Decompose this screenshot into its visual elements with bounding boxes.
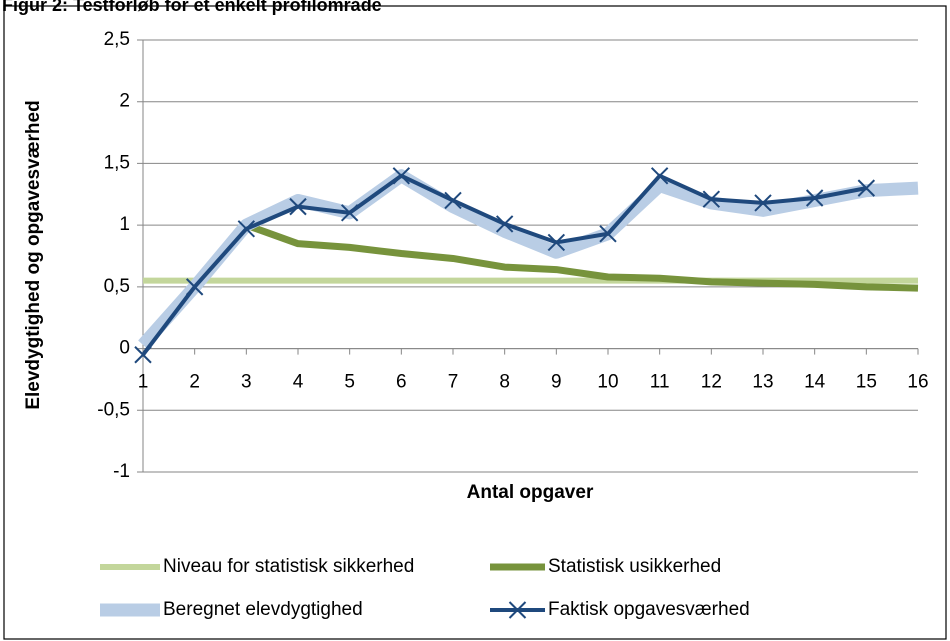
x-tick-label: 11: [650, 372, 670, 393]
legend-label: Faktisk opgavesværhed: [548, 599, 750, 620]
y-tick-label: -1: [113, 461, 130, 482]
point-marker: [547, 233, 566, 252]
legend-label: Niveau for statistisk sikkerhed: [163, 556, 414, 577]
x-tick-label: 13: [752, 372, 773, 393]
y-tick-label: 2,5: [104, 29, 130, 50]
x-tick-label: 1: [138, 372, 149, 393]
x-tick-label: 3: [241, 372, 252, 393]
chart-frame: [3, 5, 947, 640]
x-tick-label: 4: [293, 372, 304, 393]
legend-marker: [508, 601, 527, 619]
x-axis-title: Antal opgaver: [467, 482, 594, 503]
x-tick-label: 7: [448, 372, 459, 393]
point-marker: [495, 215, 514, 233]
legend-label: Beregnet elevdygtighed: [163, 599, 363, 620]
x-tick-label: 8: [499, 372, 510, 393]
y-tick-label: 0,5: [104, 276, 130, 297]
y-tick-label: -0,5: [97, 399, 130, 420]
y-tick-label: 1,5: [104, 152, 130, 173]
point-marker: [185, 278, 204, 296]
legend-label: Statistisk usikkerhed: [548, 556, 721, 577]
point-marker: [134, 346, 152, 364]
x-tick-label: 15: [856, 372, 877, 393]
x-tick-label: 5: [344, 372, 355, 393]
x-tick-label: 12: [701, 372, 722, 393]
chart-title: Figur 2: Testforløb for et enkelt profil…: [2, 0, 382, 15]
y-tick-label: 2: [119, 91, 130, 112]
x-tick-label: 9: [551, 372, 562, 393]
x-tick-label: 6: [396, 372, 407, 393]
point-marker: [237, 220, 256, 238]
point-marker: [392, 167, 411, 185]
series-line: [245, 221, 919, 292]
x-tick-label: 14: [804, 372, 826, 393]
x-tick-label: 10: [597, 372, 618, 393]
point-marker: [857, 179, 876, 197]
point-marker: [805, 189, 824, 207]
x-tick-label: 2: [189, 372, 200, 393]
point-marker: [702, 190, 721, 208]
y-tick-label: 0: [119, 338, 130, 359]
point-marker: [444, 191, 462, 210]
series-line: [138, 169, 919, 350]
point-marker: [340, 204, 359, 222]
y-axis-title: Elevdygtighed og opgavesværhed: [23, 100, 44, 409]
point-marker: [754, 194, 772, 212]
point-marker: [599, 225, 617, 243]
y-tick-label: 1: [119, 214, 130, 235]
point-marker: [650, 167, 669, 185]
point-marker: [289, 197, 307, 216]
x-tick-label: 16: [907, 372, 928, 393]
